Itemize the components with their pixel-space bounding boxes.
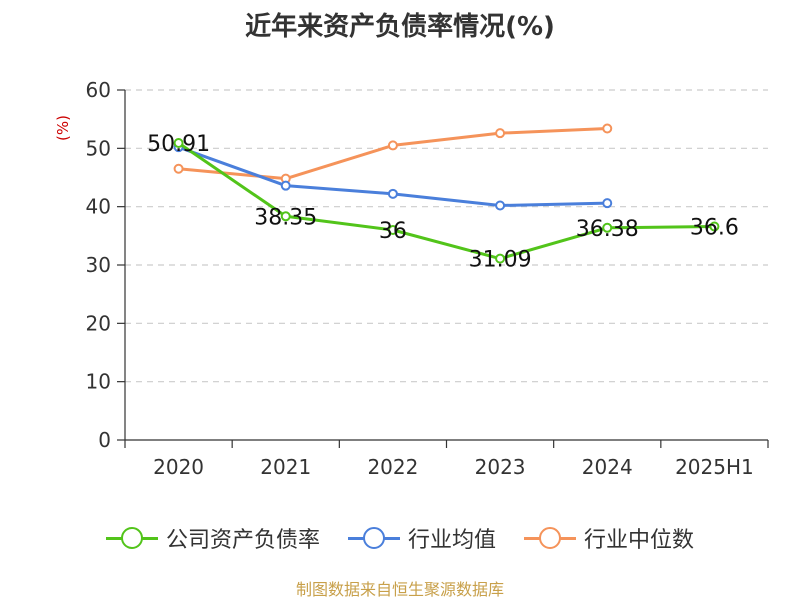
data-point [387,225,398,235]
data-point [495,128,506,139]
legend-item-company[interactable]: 公司资产负债率 [105,522,320,554]
y-axis-label: (%) [54,115,72,141]
y-tick-label: 60 [86,78,111,102]
legend-item-industry-average[interactable]: 行业均值 [347,522,496,554]
legend-label-industry-average: 行业均值 [407,528,496,553]
data-point [709,221,720,232]
legend-item-industry-median[interactable]: 行业中位数 [524,522,694,554]
y-tick-label: 10 [86,370,111,394]
data-point [280,180,291,191]
data-point [495,253,506,264]
data-point [173,163,184,174]
data-point [387,140,398,151]
data-point [602,222,613,233]
data-label: 31.09 [469,248,532,273]
data-point [495,200,506,211]
data-label: 38.35 [254,205,317,230]
x-tick-label: 2024 [582,455,633,479]
data-label: 36.6 [690,216,739,241]
data-point [280,211,291,222]
legend-marker-industry-average [347,526,400,550]
y-tick-label: 40 [86,195,111,219]
x-tick-label: 2020 [153,455,204,479]
x-tick-label: 2023 [475,455,526,479]
legend-label-company: 公司资产负债率 [165,528,320,553]
data-source-note: 制图数据来自恒生聚源数据库 [295,580,504,599]
data-point [602,198,613,209]
data-label: 36.38 [576,217,639,242]
x-tick-label: 2021 [260,455,311,479]
series-line [177,141,715,261]
x-tick-label: 2025H1 [675,455,754,479]
data-point [602,123,613,134]
data-point [387,188,398,199]
y-tick-label: 50 [86,136,111,160]
chart-legend: 公司资产负债率 行业均值 行业中位数 [0,520,800,556]
y-tick-label: 0 [98,428,111,452]
legend-marker-industry-median [524,526,576,550]
legend-label-industry-median: 行业中位数 [584,528,695,553]
y-tick-label: 30 [86,253,111,277]
y-tick-label: 20 [86,311,111,335]
legend-marker-company [105,526,158,550]
data-label: 36 [379,219,407,244]
x-tick-label: 2022 [367,455,418,479]
chart-title: 近年来资产负债率情况(%) [245,12,555,42]
data-point [173,138,184,149]
data-label: 50.91 [147,132,210,157]
